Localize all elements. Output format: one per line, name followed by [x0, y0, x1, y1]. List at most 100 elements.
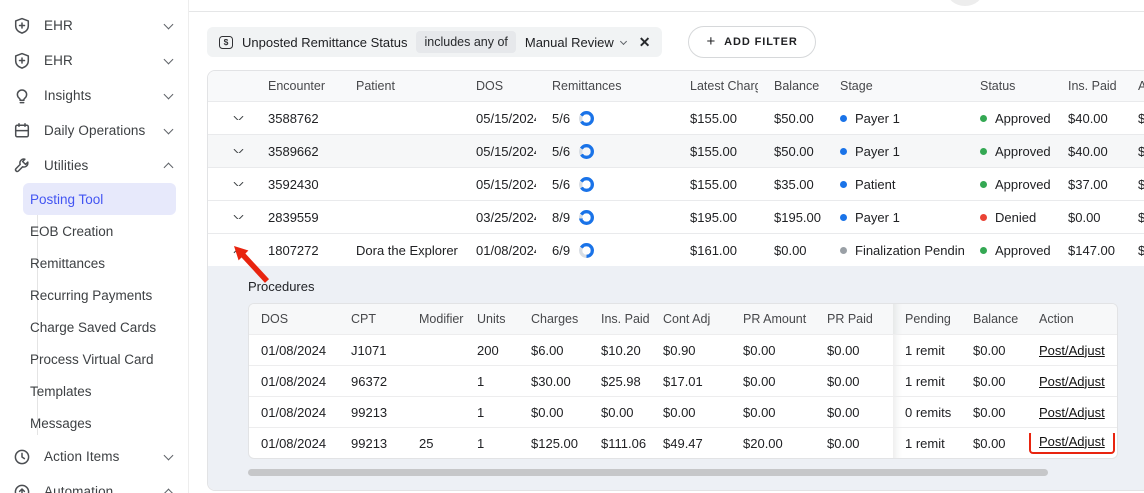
encounter-row[interactable]: 2839559 03/25/2024 8/9 $195.00 $195.00 P…: [208, 200, 1144, 233]
col-header-balance: Balance: [774, 79, 820, 93]
expand-row-icon[interactable]: [208, 215, 252, 219]
balance-cell: $195.00: [774, 209, 821, 225]
col-header-patient: Patient: [356, 79, 395, 93]
adj-cell: $6: [1122, 111, 1144, 126]
cont-adj-cell: $49.47: [663, 435, 703, 451]
remittance-count: 5/6: [552, 110, 571, 126]
encounter-id: 3592430: [268, 176, 319, 192]
encounter-id: 3588762: [268, 110, 319, 126]
sidebar-item-insights[interactable]: Insights: [0, 78, 188, 113]
dos-cell: 01/08/2024: [261, 404, 327, 420]
sidebar-subitem-remittances[interactable]: Remittances: [23, 247, 176, 279]
ins-paid-cell: $40.00: [1068, 143, 1108, 159]
col-header-stage: Stage: [840, 79, 873, 93]
sidebar-subitem-templates[interactable]: Templates: [23, 375, 176, 407]
charges-cell: $125.00: [531, 435, 578, 451]
chevron-down-icon: [163, 54, 174, 64]
encounter-row-expanded[interactable]: 1807272 Dora the Explorer 01/08/2024 6/9…: [208, 233, 1144, 266]
ins-paid-cell: $147.00: [1068, 242, 1115, 258]
balance-cell: $0.00: [973, 342, 1006, 358]
remittances-cell: 5/6: [536, 176, 674, 192]
cpt-cell: 99213: [351, 404, 388, 420]
balance-cell: $35.00: [774, 176, 814, 192]
expand-row-icon[interactable]: [208, 182, 252, 186]
cpt-cell: J1071: [351, 342, 387, 358]
sidebar-subitem-posting-tool[interactable]: Posting Tool: [23, 183, 176, 215]
chevron-down-icon: [619, 37, 627, 45]
dos-cell: 01/08/2024: [261, 435, 327, 451]
sidebar-item-automation[interactable]: Automation: [0, 474, 188, 493]
stage-cell: Payer 1: [824, 144, 964, 159]
stage-dot-icon: [840, 213, 847, 221]
encounter-row[interactable]: 3589662 05/15/2024 5/6 $155.00 $50.00 Pa…: [208, 134, 1144, 167]
col-header-cpt: CPT: [351, 312, 376, 326]
calendar-icon: [13, 122, 31, 140]
col-header-ins-paid: Ins. Paid: [601, 312, 650, 326]
sidebar-item-action-items[interactable]: Action Items: [0, 439, 188, 474]
post-adjust-link[interactable]: Post/Adjust: [1039, 433, 1105, 449]
stage-label: Patient: [855, 176, 896, 192]
collapse-row-icon[interactable]: [208, 245, 252, 256]
procedure-row: 01/08/2024 99213 1 $0.00 $0.00 $0.00 $0.…: [249, 396, 1117, 427]
remittance-progress-icon: [579, 143, 595, 159]
dos-cell: 01/08/2024: [476, 242, 536, 258]
sidebar-item-ehr-1[interactable]: EHR: [0, 8, 188, 43]
subitem-label: Remittances: [30, 255, 106, 271]
sidebar-item-daily-operations[interactable]: Daily Operations: [0, 113, 188, 148]
sidebar-subitem-process-virtual-card[interactable]: Process Virtual Card: [23, 343, 176, 375]
col-header-ins-paid: Ins. Paid: [1068, 79, 1117, 93]
adj-cell: $8: [1122, 177, 1144, 192]
status-label: Approved: [995, 176, 1051, 192]
sidebar-subitem-charge-saved-cards[interactable]: Charge Saved Cards: [23, 311, 176, 343]
wrench-icon: [13, 157, 31, 175]
expand-row-icon[interactable]: [208, 149, 252, 153]
post-adjust-link[interactable]: Post/Adjust: [1039, 342, 1105, 358]
remittance-progress-icon: [579, 110, 595, 126]
cpt-cell: 96372: [351, 373, 388, 389]
remittances-cell: 5/6: [536, 110, 674, 126]
status-cell: Approved: [964, 144, 1052, 159]
pending-cell: 1 remit: [893, 428, 961, 458]
sidebar-item-label: EHR: [44, 53, 73, 68]
remittance-progress-icon: [579, 209, 595, 225]
lightbulb-icon: [13, 87, 31, 105]
pr-paid-cell: $0.00: [827, 435, 860, 451]
sidebar-subitem-recurring-payments[interactable]: Recurring Payments: [23, 279, 176, 311]
horizontal-scrollbar[interactable]: [248, 469, 1048, 476]
status-label: Approved: [995, 242, 1051, 258]
col-header-encounter: Encounter: [268, 79, 325, 93]
remittance-count: 5/6: [552, 143, 571, 159]
clock-icon: [13, 448, 31, 466]
status-dot-icon: [980, 180, 987, 188]
status-cell: Approved: [964, 111, 1052, 126]
encounter-row[interactable]: 3592430 05/15/2024 5/6 $155.00 $35.00 Pa…: [208, 167, 1144, 200]
balance-cell: $50.00: [774, 143, 814, 159]
filter-operator-chip[interactable]: includes any of: [416, 31, 516, 53]
encounter-row[interactable]: 3588762 05/15/2024 5/6 $155.00 $50.00 Pa…: [208, 101, 1144, 134]
sidebar-subitem-eob-creation[interactable]: EOB Creation: [23, 215, 176, 247]
expand-row-icon[interactable]: [208, 116, 252, 120]
stage-dot-icon: [840, 246, 847, 254]
post-adjust-link[interactable]: Post/Adjust: [1039, 404, 1105, 420]
sidebar-item-ehr-2[interactable]: EHR: [0, 43, 188, 78]
dos-cell: 03/25/2024: [476, 209, 536, 225]
sidebar-subitem-messages[interactable]: Messages: [23, 407, 176, 439]
status-label: Approved: [995, 110, 1051, 126]
filter-pill[interactable]: $ Unposted Remittance Status includes an…: [207, 27, 663, 57]
modifier-cell: 25: [419, 435, 434, 451]
filter-value-dropdown[interactable]: Manual Review: [525, 35, 627, 50]
filter-field-label: Unposted Remittance Status: [242, 34, 408, 50]
stage-dot-icon: [840, 180, 847, 188]
ins-paid-cell: $0.00: [1068, 209, 1101, 225]
sidebar-item-utilities[interactable]: Utilities: [0, 148, 188, 183]
chevron-down-icon: [163, 450, 174, 460]
col-header-pending: Pending: [893, 304, 961, 334]
pending-cell: 0 remits: [893, 397, 961, 427]
filter-bar: $ Unposted Remittance Status includes an…: [207, 26, 1144, 58]
remittances-cell: 6/9: [536, 242, 674, 258]
add-filter-button[interactable]: + ADD FILTER: [688, 26, 816, 58]
remove-filter-icon[interactable]: ✕: [638, 33, 651, 50]
post-adjust-link[interactable]: Post/Adjust: [1039, 373, 1105, 389]
avatar[interactable]: [947, 0, 983, 6]
col-header-adj: Ac: [1122, 79, 1144, 93]
